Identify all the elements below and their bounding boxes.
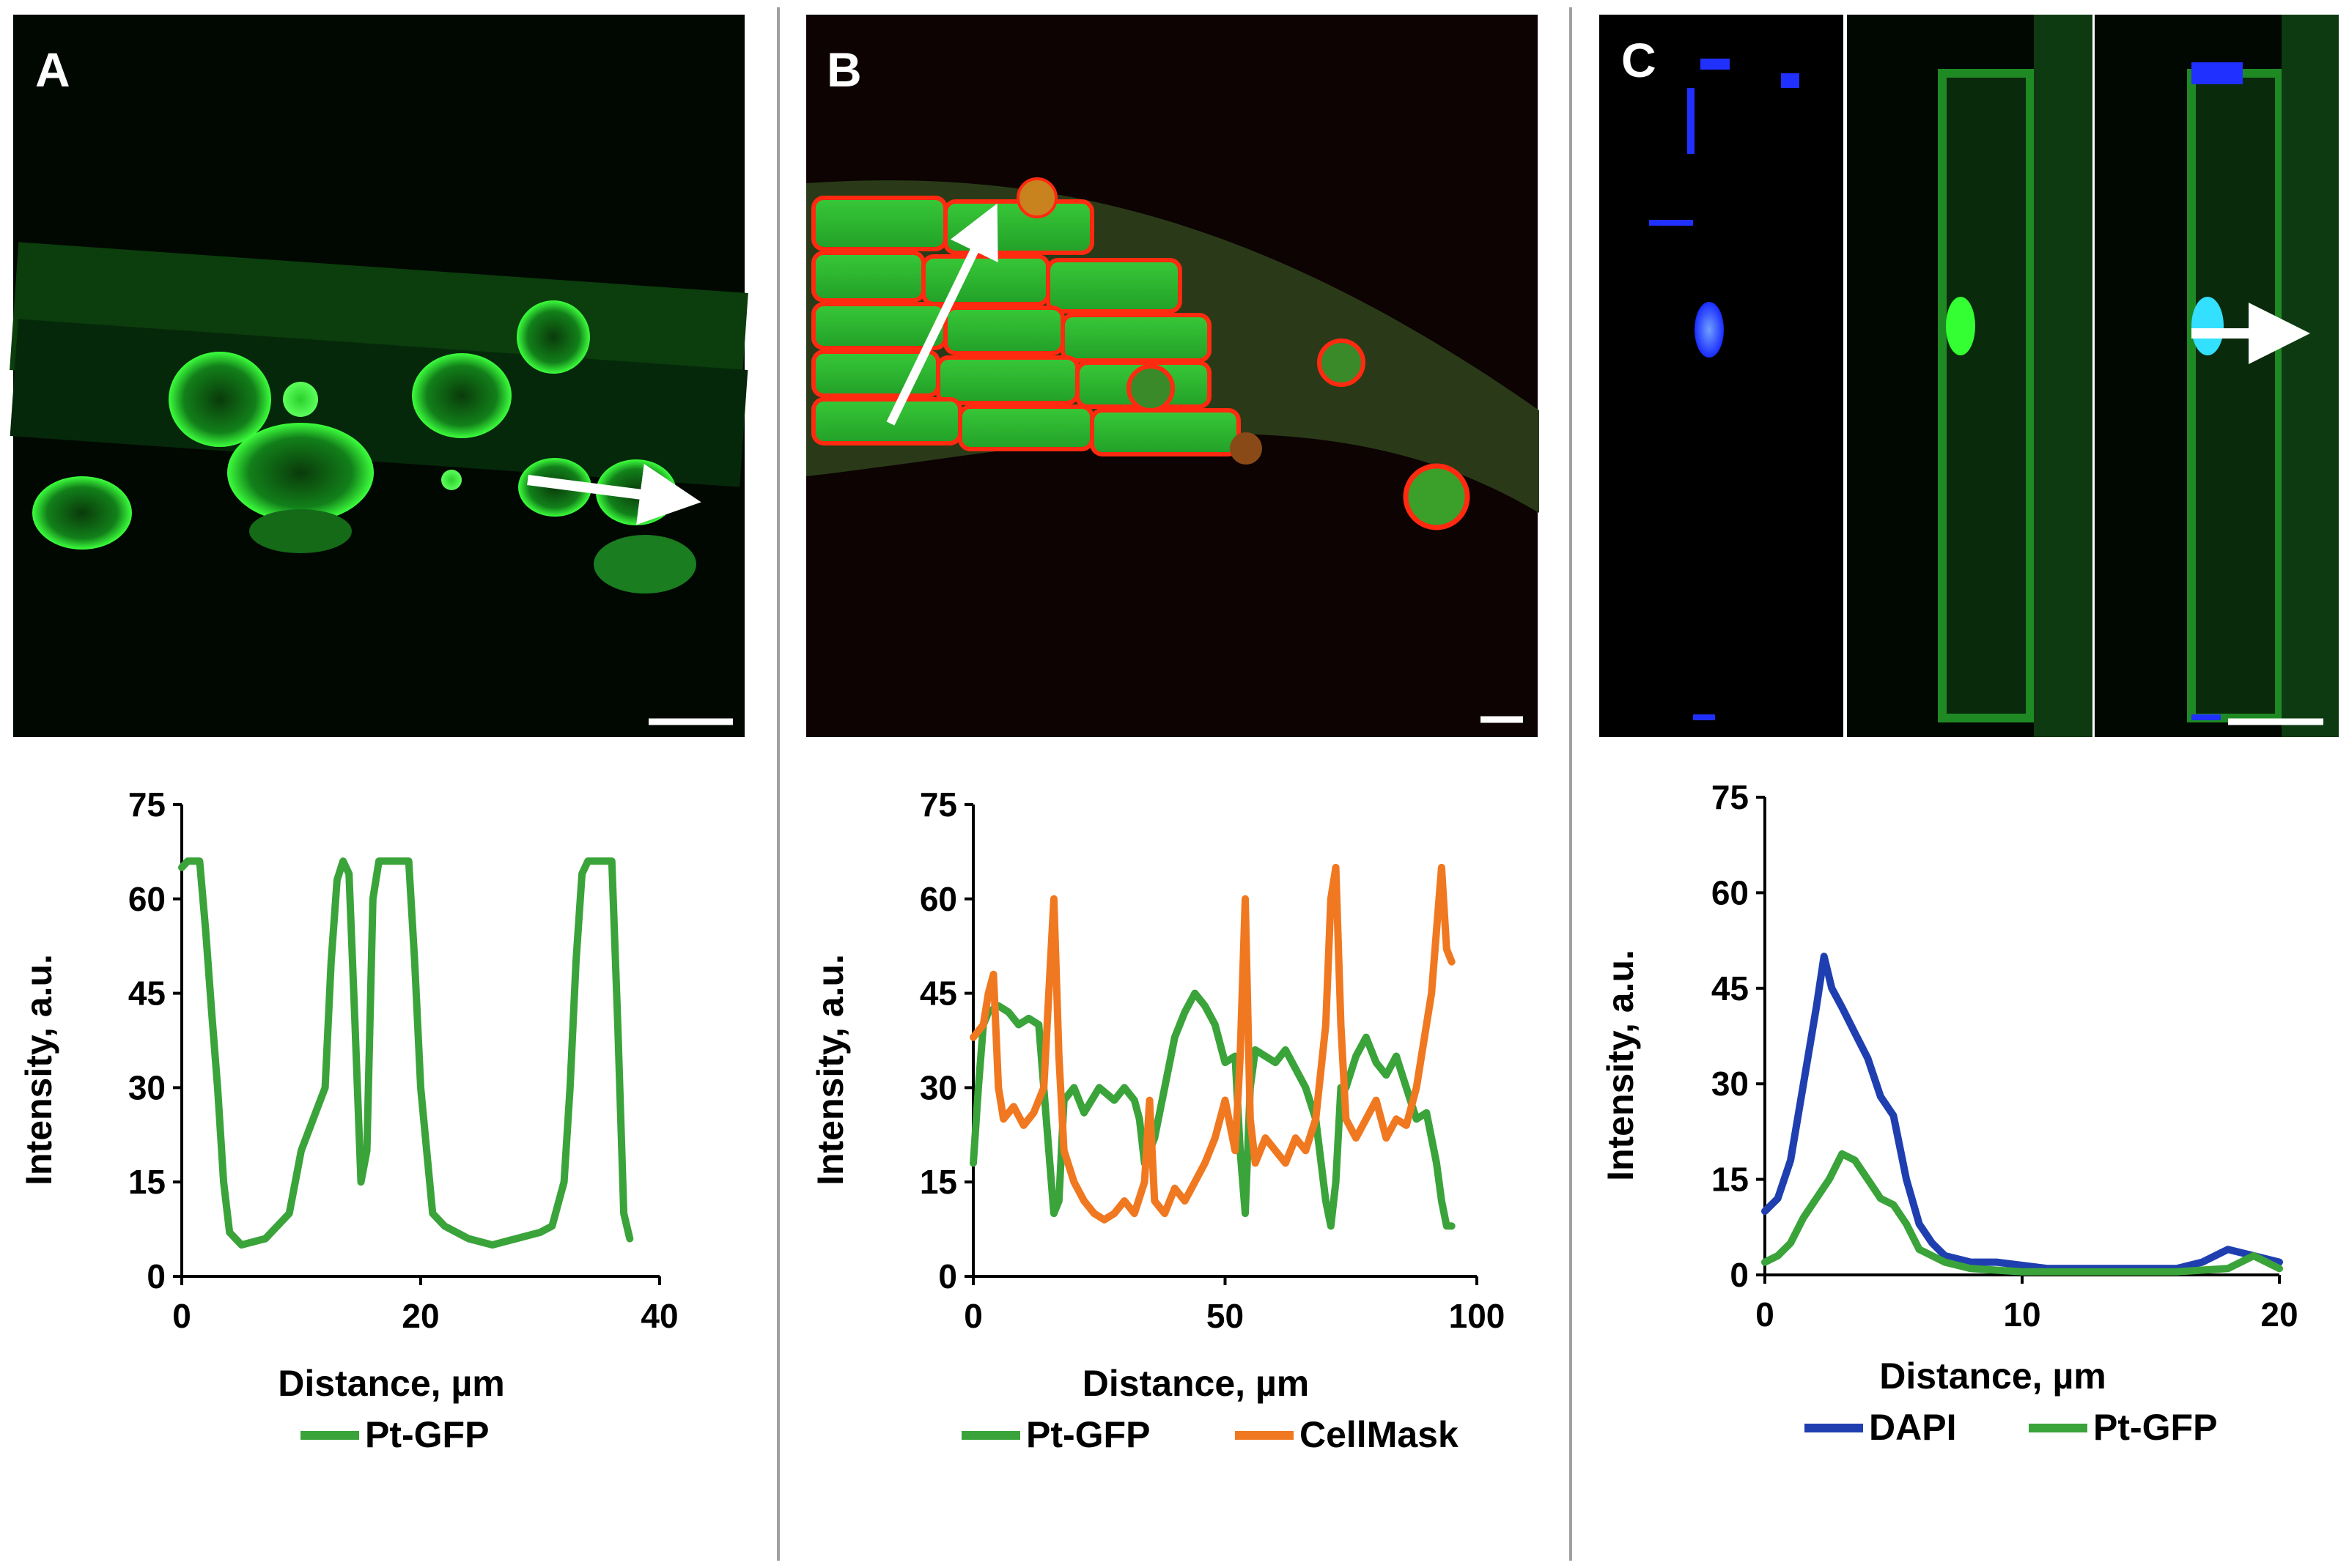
x-tick-label: 10 — [2003, 1295, 2040, 1334]
x-tick-label: 0 — [1755, 1295, 1774, 1334]
y-tick-label: 0 — [938, 1257, 957, 1295]
micrograph-b: B — [806, 15, 1539, 737]
y-tick-label: 30 — [1711, 1065, 1749, 1103]
plastid-a9 — [249, 509, 352, 553]
cell-b2 — [1317, 339, 1365, 387]
cell-b3 — [1126, 364, 1175, 413]
series-line-cellmask — [970, 863, 1456, 1224]
y-tick-label: 45 — [128, 975, 166, 1013]
x-tick-label: 40 — [641, 1297, 678, 1335]
granule-a2 — [441, 470, 462, 490]
legend-label: Pt-GFP — [1026, 1414, 1150, 1455]
legend-label: Pt-GFP — [365, 1414, 489, 1455]
y-tick-label: 75 — [1711, 778, 1749, 816]
x-tick-label: 100 — [1449, 1297, 1505, 1335]
y-axis-title: Intensity, a.u. — [1600, 950, 1641, 1181]
plastid-a2 — [517, 300, 590, 374]
legend-label: DAPI — [1869, 1407, 1956, 1448]
x-tick-label: 20 — [402, 1297, 439, 1335]
y-tick-label: 60 — [1711, 873, 1749, 911]
y-tick-label: 0 — [1730, 1256, 1749, 1294]
merge-channel — [2187, 15, 2339, 737]
cell-b1 — [1017, 177, 1058, 218]
scan-arrow-a — [527, 464, 701, 525]
legend-label: Pt-GFP — [2093, 1407, 2217, 1448]
plastid-a4 — [227, 423, 374, 522]
y-tick-label: 15 — [128, 1163, 166, 1201]
cell-b5 — [1403, 463, 1470, 530]
scan-arrow-b — [886, 203, 998, 426]
y-tick-label: 60 — [920, 880, 957, 918]
y-tick-label: 30 — [920, 1068, 957, 1106]
x-axis-title: Distance, µm — [1083, 1363, 1309, 1404]
legend-label: CellMask — [1299, 1414, 1459, 1455]
cell-file-b — [811, 196, 1241, 456]
y-tick-label: 0 — [147, 1257, 166, 1295]
micrograph-a: A — [10, 15, 748, 737]
chart-a-intensity-profile: 0 15 30 45 60 75 0 20 40 Distance, µm Intensity, a… — [18, 785, 679, 1455]
x-axis-title: Distance, µm — [278, 1363, 504, 1404]
plastid-a3 — [412, 353, 512, 438]
y-tick-label: 15 — [1711, 1161, 1749, 1199]
y-tick-label: 15 — [920, 1163, 957, 1201]
x-tick-label: 50 — [1206, 1297, 1244, 1335]
series-line-pt-gfp — [970, 989, 1456, 1230]
y-tick-label: 75 — [128, 785, 166, 824]
y-axis-title: Intensity, a.u. — [18, 954, 59, 1186]
series-line-dapi — [1761, 953, 2283, 1273]
y-tick-label: 60 — [128, 880, 166, 918]
dapi-channel — [1649, 59, 1799, 720]
y-tick-label: 75 — [920, 785, 957, 824]
gfp-channel — [1938, 15, 2092, 737]
y-tick-label: 30 — [128, 1068, 166, 1106]
x-tick-label: 0 — [172, 1297, 191, 1335]
panel-label-c: C — [1621, 33, 1656, 87]
plastid-a5 — [32, 476, 132, 550]
panel-label-b: B — [827, 42, 862, 97]
cell-b4 — [1230, 432, 1262, 465]
granule-a1 — [283, 382, 318, 417]
series-line-pt-gfp — [1761, 1150, 2283, 1276]
y-tick-label: 45 — [920, 975, 957, 1013]
plastid-a8 — [594, 535, 696, 593]
y-tick-label: 45 — [1711, 969, 1749, 1007]
series-line-pt-gfp — [178, 857, 634, 1249]
chart-c-intensity-profile: 0 15 30 45 60 75 0 10 20 Distance, µm Intensity, a… — [1600, 778, 2298, 1448]
y-axis-title: Intensity, a.u. — [810, 954, 851, 1186]
panel-label-a: A — [35, 42, 70, 97]
x-axis-title: Distance, µm — [1879, 1356, 2106, 1397]
chart-b-intensity-profile: 0 15 30 45 60 75 0 50 100 Distance, µm Intensity, … — [810, 785, 1505, 1455]
x-tick-label: 20 — [2260, 1295, 2298, 1334]
plastid-a1 — [169, 352, 271, 447]
micrograph-c: C — [1599, 15, 2339, 737]
x-tick-label: 0 — [964, 1297, 983, 1335]
